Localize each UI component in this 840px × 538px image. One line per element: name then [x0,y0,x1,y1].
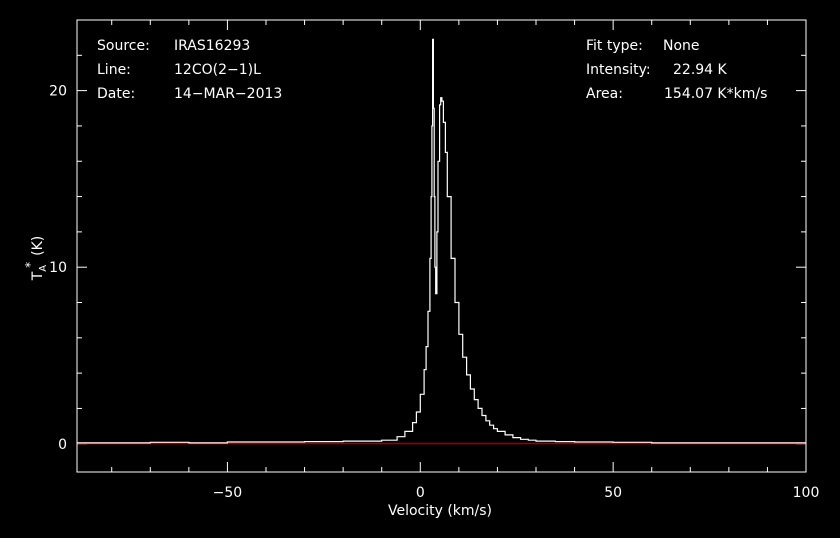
intensity-label: Intensity: [586,62,651,78]
y-axis-label-unit: (K) [30,236,46,256]
x-tick-label: 100 [793,485,820,501]
line-value: 12CO(2−1)L [174,62,261,78]
source-value: IRAS16293 [174,38,250,54]
area-value: 154.07 K*km/s [664,86,767,102]
fit-type-label: Fit type: [586,38,643,54]
svg-text:TA*(K): TA* (K) [23,236,49,282]
y-tick-label: 20 [49,84,67,100]
info-block: Source: IRAS16293 Line: 12CO(2−1)L Date:… [97,38,767,102]
y-tick-label: 0 [58,437,67,453]
date-value: 14−MAR−2013 [174,86,282,102]
y-axis-label-sup: * [23,262,37,268]
y-axis-label: TA* (K) [23,236,49,282]
x-tick-label: −50 [213,485,243,501]
fit-type-value: None [663,38,700,54]
y-axis-label-main: T [30,271,46,281]
plot-frame [76,19,807,473]
y-tick-label: 10 [49,260,67,276]
x-tick-label: 0 [416,485,425,501]
y-axis-label-sub: A [38,265,49,272]
spectrum-line [77,38,806,444]
x-tick-label: 50 [604,485,622,501]
intensity-value: 22.94 K [673,62,728,78]
line-label: Line: [97,62,131,78]
area-label: Area: [586,86,623,102]
source-label: Source: [97,38,150,54]
x-axis-label: Velocity (km/s) [388,503,492,519]
date-label: Date: [97,86,135,102]
tick-labels: −50 0 50 100 0 10 20 [49,84,819,501]
